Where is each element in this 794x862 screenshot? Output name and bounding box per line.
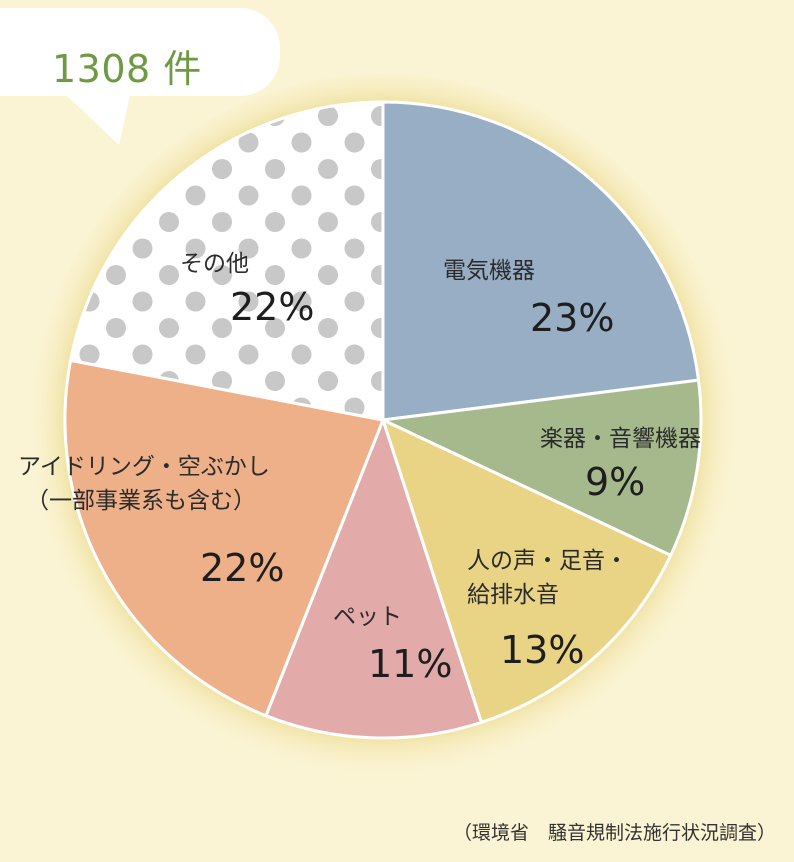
slice-pct-electric: 23%	[530, 296, 615, 340]
slice-pct-pets: 11%	[368, 642, 453, 686]
slice-pct-other: 22%	[230, 285, 315, 329]
slice-label-instruments: 楽器・音響機器	[540, 426, 701, 452]
data-source: （環境省 騒音規制法施行状況調査）	[452, 822, 776, 844]
pie-slice-pets	[264, 418, 483, 740]
slice-pct-voices: 13%	[500, 628, 585, 672]
total-count: 1308 件	[52, 47, 202, 91]
slice-label-pets: ペット	[333, 604, 402, 630]
slice-label-electric: 電気機器	[443, 258, 535, 284]
pie-slice-idling	[63, 358, 385, 718]
pie-slice-instruments	[381, 378, 703, 557]
pie-slice-electric	[381, 100, 700, 422]
slice-label-idling-line1: アイドリング・空ぶかし	[18, 454, 270, 480]
slice-label-other: その他	[180, 251, 249, 277]
pie-slice-voices	[381, 418, 673, 724]
slice-label-voices-line1: 人の声・足音・	[467, 548, 628, 574]
slice-label-voices-line2: 給排水音	[467, 582, 559, 608]
pie-slice-other	[69, 100, 385, 422]
count-bubble	[0, 8, 280, 96]
slice-label-idling-line2: （一部事業系も含む）	[26, 488, 256, 514]
slice-pct-idling: 22%	[200, 546, 285, 590]
slice-pct-instruments: 9%	[585, 460, 646, 504]
